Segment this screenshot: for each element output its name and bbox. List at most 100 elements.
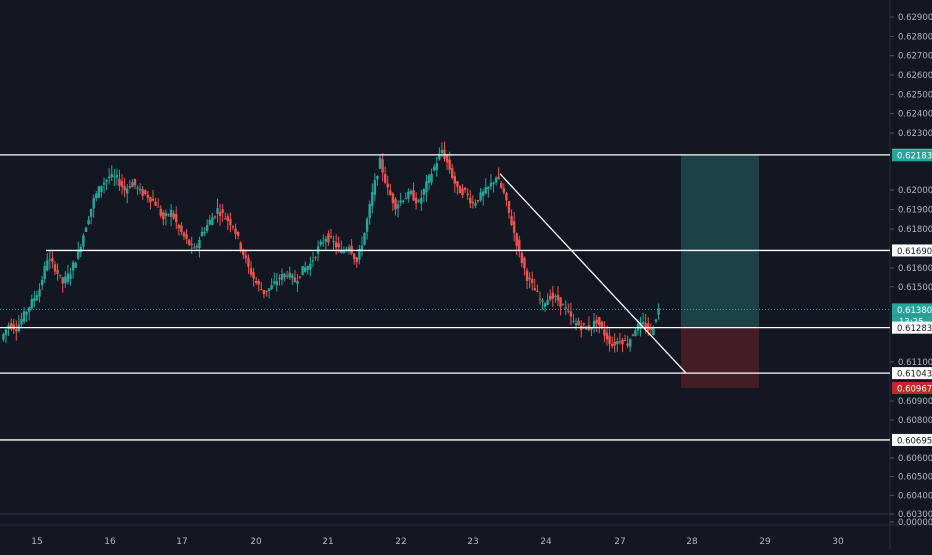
candle-body [445, 154, 449, 163]
x-tick-label: 17 [176, 537, 187, 547]
candle-body [285, 275, 289, 277]
candle-body [273, 281, 276, 284]
candle-body [56, 270, 59, 274]
candle-body [394, 199, 397, 210]
candle-body [629, 339, 632, 347]
candle-body [231, 226, 235, 228]
candle-body [500, 183, 503, 188]
candle-body [218, 212, 222, 216]
candle-body [536, 290, 539, 292]
candle-body [469, 197, 472, 204]
candle-body [234, 228, 237, 235]
x-tick-label: 29 [759, 537, 771, 547]
candle-body [404, 198, 408, 200]
candle-body [479, 192, 482, 201]
candle-body [198, 239, 201, 249]
candle-body [249, 268, 253, 275]
candle-body [407, 191, 410, 199]
candle-body [144, 190, 147, 195]
candle-body [265, 290, 268, 292]
x-tick-label: 23 [467, 537, 478, 547]
candle-body [304, 267, 307, 272]
profit-zone[interactable] [681, 155, 759, 328]
candle-body [2, 333, 5, 340]
price-tag-0.62183: 0.62183 [897, 152, 932, 162]
y-tick-label: 0.60900 [898, 397, 932, 407]
y-tick-label: 0.62400 [898, 110, 932, 120]
candle-body [84, 227, 88, 232]
candle-body [528, 277, 531, 280]
candle-body [549, 295, 552, 300]
candle-body [162, 212, 165, 220]
y-tick-label: 0.62600 [898, 71, 932, 81]
candle-body [409, 190, 413, 194]
y-tick-label: 0.62700 [898, 52, 932, 62]
candle-body [577, 320, 580, 326]
candle-body [172, 213, 175, 219]
candle-body [618, 341, 622, 343]
trendline[interactable] [499, 173, 687, 374]
candle-body [649, 327, 653, 330]
y-tick-label: 0.60300 [898, 510, 932, 520]
candle-body [559, 297, 562, 307]
y-tick-label: 0.62800 [898, 32, 932, 42]
candle-body [69, 274, 72, 280]
candle-body [551, 292, 555, 299]
candle-body [371, 191, 374, 207]
candle-body [193, 247, 196, 249]
candle-body [20, 319, 23, 325]
candle-body [291, 275, 294, 279]
countdown-tag-bg [892, 315, 932, 327]
candle-body [574, 323, 578, 326]
candle-body [187, 239, 191, 245]
candle-body [95, 193, 98, 199]
candle-body [164, 213, 168, 217]
candle-body [28, 307, 31, 312]
candle-body [453, 176, 457, 184]
candle-body [381, 159, 384, 173]
candle-body [87, 219, 90, 225]
candle-body [626, 343, 629, 346]
candle-body [185, 234, 188, 239]
candle-body [497, 176, 500, 180]
candle-body [507, 201, 511, 213]
candle-body [319, 241, 322, 245]
candle-body [402, 200, 405, 203]
candle-body [9, 323, 13, 329]
candle-body [311, 260, 315, 262]
candle-body [525, 270, 529, 282]
candle-body [438, 154, 441, 160]
candle-body [608, 335, 611, 345]
candle-body [652, 327, 655, 336]
price-tag-0.61283: 0.61283 [897, 324, 932, 334]
candle-body [569, 311, 573, 317]
candle-body [280, 273, 284, 280]
candle-body [466, 193, 469, 195]
candle-body [110, 173, 113, 178]
loss-zone[interactable] [681, 327, 759, 388]
candle-body [51, 258, 54, 262]
candle-body [590, 327, 593, 330]
candle-body [208, 219, 211, 225]
candle-body [131, 182, 134, 188]
candle-body [324, 238, 328, 242]
candle-body [530, 279, 534, 284]
candle-body [46, 260, 49, 271]
candle-body [533, 288, 536, 291]
price-tag-0.61380-bg [892, 303, 932, 316]
candle-body [133, 178, 137, 186]
candle-body [195, 245, 199, 248]
level-tag-0.61043-bg [892, 367, 932, 380]
candle-body [554, 296, 557, 298]
y-tick-label: 0.62300 [898, 129, 932, 139]
level-tag-0.61690-bg [892, 244, 932, 257]
candle-body [33, 298, 36, 302]
candle-body [177, 224, 181, 229]
candle-body [621, 339, 624, 345]
candle-body [200, 232, 204, 237]
candle-body [654, 319, 658, 322]
candle-body [350, 245, 353, 254]
